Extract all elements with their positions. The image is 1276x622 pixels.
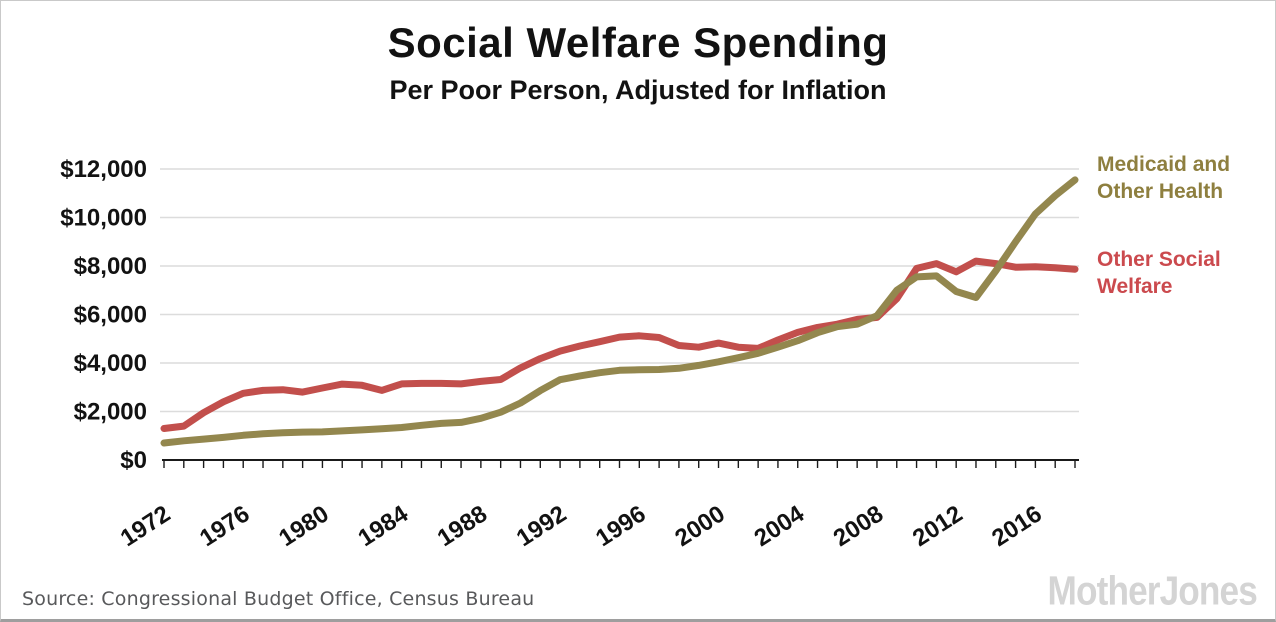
x-axis-tick-label: 2012 xyxy=(908,500,967,552)
source-credit: Source: Congressional Budget Office, Cen… xyxy=(22,588,535,610)
y-axis-tick-label: $2,000 xyxy=(74,399,147,426)
chart-subtitle: Per Poor Person, Adjusted for Inflation xyxy=(389,75,887,105)
series-line-medicaid-other-health xyxy=(160,176,1079,447)
x-axis-tick-label: 2000 xyxy=(670,500,729,552)
x-axis-tick-label: 1996 xyxy=(591,500,650,552)
y-axis-tick-label: $6,000 xyxy=(74,302,147,329)
legend-label-other-social-welfare: Other Social Welfare xyxy=(1097,248,1221,298)
x-axis-tick-label: 1972 xyxy=(116,500,175,552)
x-axis-tick-label: 1988 xyxy=(433,500,492,552)
x-axis-tick-label: 2004 xyxy=(750,500,810,552)
x-axis-tick-label: 2008 xyxy=(829,500,888,552)
mother-jones-logo: MotherJones xyxy=(1047,569,1258,614)
x-axis-tick-label: 1980 xyxy=(274,500,333,552)
x-axis-tick-label: 1976 xyxy=(195,500,254,552)
x-axis-tick-label: 2016 xyxy=(987,500,1046,552)
x-axis-tick-label: 1984 xyxy=(353,500,413,552)
y-axis-tick-label: $0 xyxy=(120,447,147,474)
legend-label-medicaid: Medicaid and Other Health xyxy=(1097,153,1231,203)
y-axis-tick-label: $12,000 xyxy=(60,156,147,183)
y-axis-tick-label: $4,000 xyxy=(74,350,147,377)
y-axis-tick-label: $8,000 xyxy=(74,253,147,280)
series-line-other-social-welfare xyxy=(160,257,1079,432)
line-chart-canvas: $0 $2,000 $4,000 $6,000 $8,000 $10,000 $12,000… xyxy=(60,156,1079,552)
chart-title: Social Welfare Spending xyxy=(387,19,889,66)
y-axis-tick-label: $10,000 xyxy=(60,205,147,232)
x-axis-tick-label: 1992 xyxy=(512,500,571,552)
